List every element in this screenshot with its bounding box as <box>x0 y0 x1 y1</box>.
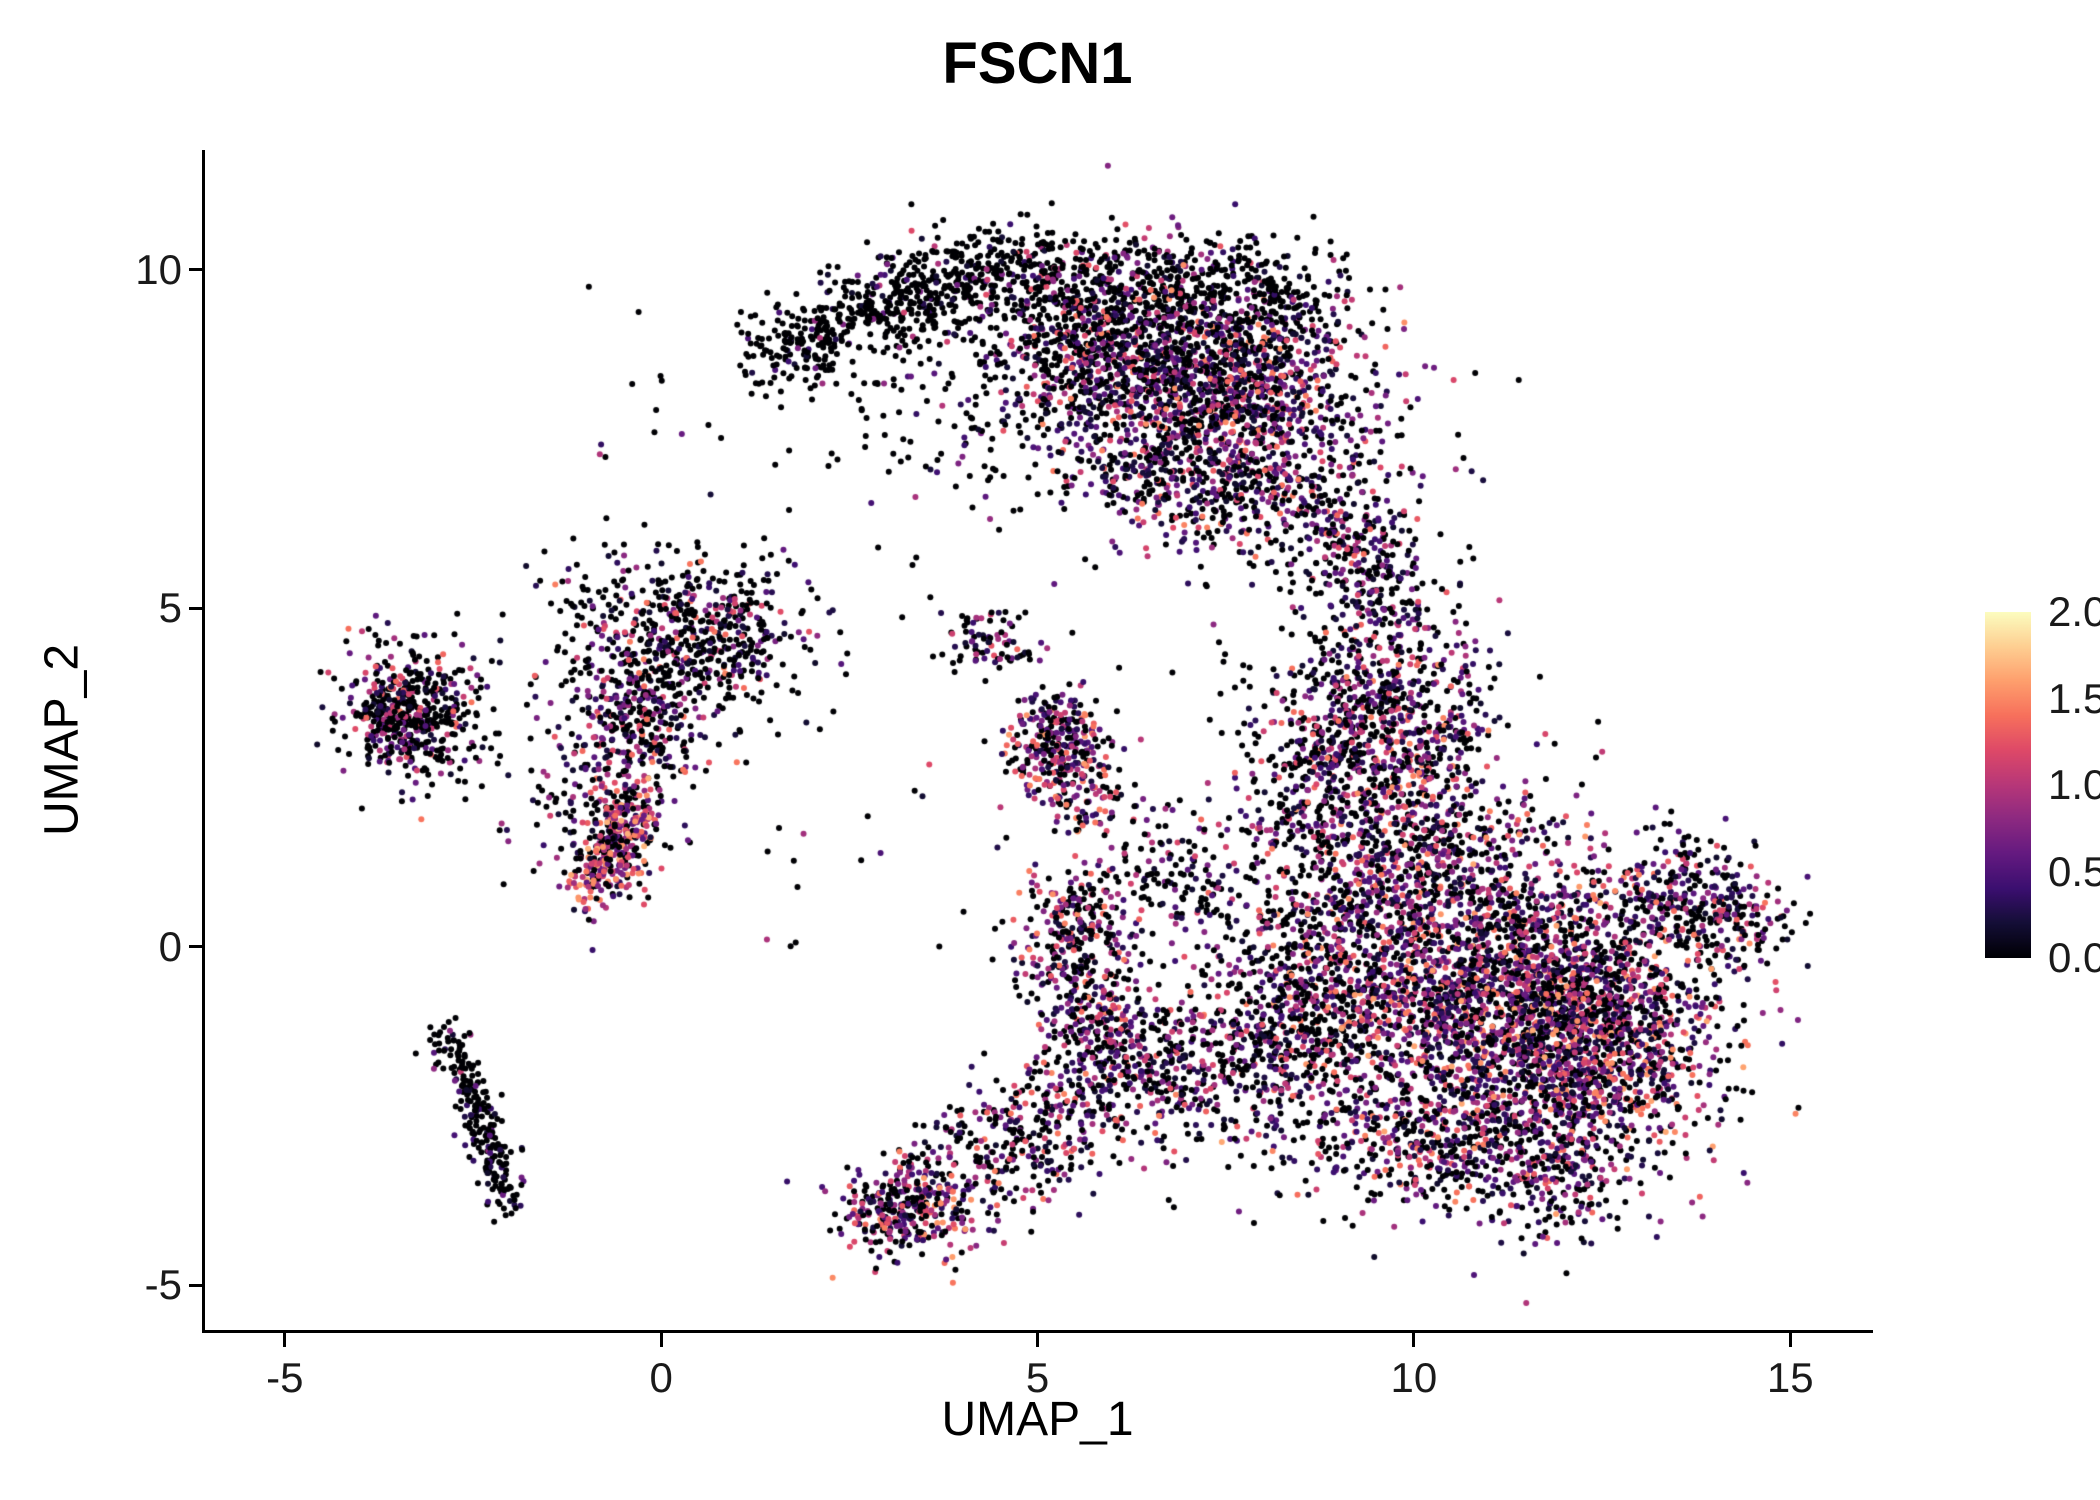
y-tick-label: 5 <box>158 584 182 632</box>
x-tick-mark <box>1412 1333 1416 1347</box>
x-axis-line <box>202 1330 1873 1333</box>
x-tick-label: 5 <box>1025 1354 1050 1401</box>
y-tick-mark <box>189 268 203 272</box>
y-tick-label: 10 <box>135 245 182 293</box>
x-axis-label: UMAP_1 <box>941 1393 1134 1446</box>
colorbar-tick-label: 1.5 <box>2048 674 2100 722</box>
y-tick-mark <box>189 606 203 610</box>
plot-title: FSCN1 <box>942 31 1133 96</box>
colorbar-tick-label: 2.0 <box>2048 588 2100 635</box>
colorbar-gradient <box>1985 612 2031 958</box>
x-tick-label: 0 <box>649 1354 673 1401</box>
x-tick-label: 15 <box>1766 1354 1814 1401</box>
x-tick-mark <box>1036 1333 1039 1347</box>
y-axis-line <box>202 150 205 1333</box>
colorbar-tick-label: 0.0 <box>2048 934 2100 981</box>
x-tick-mark <box>283 1333 287 1347</box>
x-tick-label: -5 <box>266 1354 304 1401</box>
y-tick-mark <box>189 1283 203 1287</box>
y-tick-label: 0 <box>158 922 182 970</box>
y-tick-label: -5 <box>144 1261 182 1309</box>
x-tick-mark <box>1788 1333 1792 1347</box>
scatter-points-canvas <box>205 150 1870 1330</box>
x-tick-label: 10 <box>1390 1354 1438 1401</box>
y-tick-mark <box>189 945 203 949</box>
y-axis-label: UMAP_2 <box>35 643 89 837</box>
colorbar-tick-label: 1.0 <box>2048 761 2100 808</box>
colorbar-tick-label: 0.5 <box>2048 847 2100 895</box>
x-tick-mark <box>659 1333 663 1347</box>
